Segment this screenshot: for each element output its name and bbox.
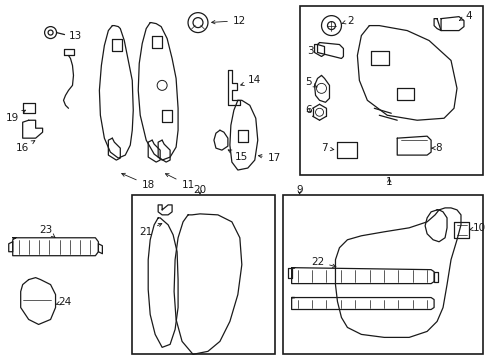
Text: 10: 10 (469, 223, 485, 233)
Text: 5: 5 (305, 77, 316, 87)
Text: 17: 17 (258, 153, 281, 163)
Text: 6: 6 (305, 105, 311, 115)
Text: 9: 9 (296, 185, 302, 195)
Text: 19: 19 (5, 110, 25, 123)
Bar (282, 195, 482, 354)
Text: 20: 20 (193, 185, 206, 195)
Text: 14: 14 (240, 75, 261, 86)
Text: 2: 2 (341, 15, 353, 26)
Text: 11: 11 (165, 174, 194, 190)
Text: 7: 7 (320, 143, 333, 153)
Text: 18: 18 (122, 173, 155, 190)
Text: 3: 3 (307, 45, 314, 55)
Text: 23: 23 (39, 225, 55, 237)
Text: 22: 22 (310, 257, 335, 267)
Text: 12: 12 (211, 15, 245, 26)
Text: 1: 1 (385, 177, 392, 187)
Text: 8: 8 (431, 143, 441, 153)
Bar (132, 195, 274, 354)
Text: 24: 24 (56, 297, 72, 306)
Bar (299, 6, 482, 175)
Text: 4: 4 (459, 11, 470, 21)
Text: 16: 16 (16, 141, 35, 153)
Text: 13: 13 (68, 31, 81, 41)
Text: 15: 15 (228, 150, 247, 162)
Text: 21: 21 (139, 224, 162, 237)
